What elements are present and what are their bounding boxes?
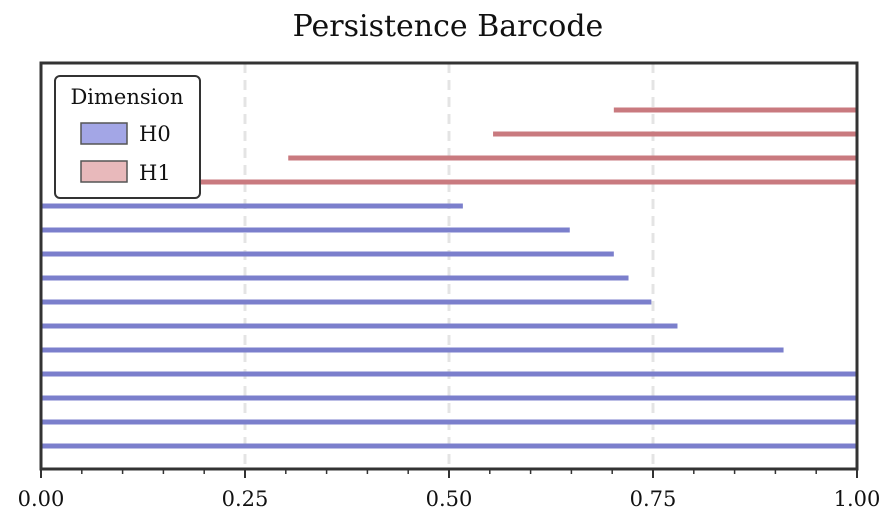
grid-lines	[243, 63, 655, 469]
legend-label-h1: H1	[139, 161, 171, 185]
x-tick-label-4: 1.00	[834, 487, 881, 511]
x-tick-label-0: 0.00	[18, 487, 65, 511]
x-tick-label-3: 0.75	[630, 487, 677, 511]
legend: Dimension H0 H1	[54, 75, 201, 199]
x-tick-label-2: 0.50	[426, 487, 473, 511]
legend-swatch-h1	[80, 160, 128, 183]
bars	[41, 107, 857, 449]
legend-title: Dimension	[70, 85, 183, 109]
legend-swatch-h0	[80, 122, 128, 145]
x-tick-label-1: 0.25	[222, 487, 269, 511]
chart-title: Persistence Barcode	[293, 9, 604, 44]
x-axis: 0.00 0.25 0.50 0.75 1.00	[18, 469, 881, 511]
legend-label-h0: H0	[139, 122, 171, 146]
